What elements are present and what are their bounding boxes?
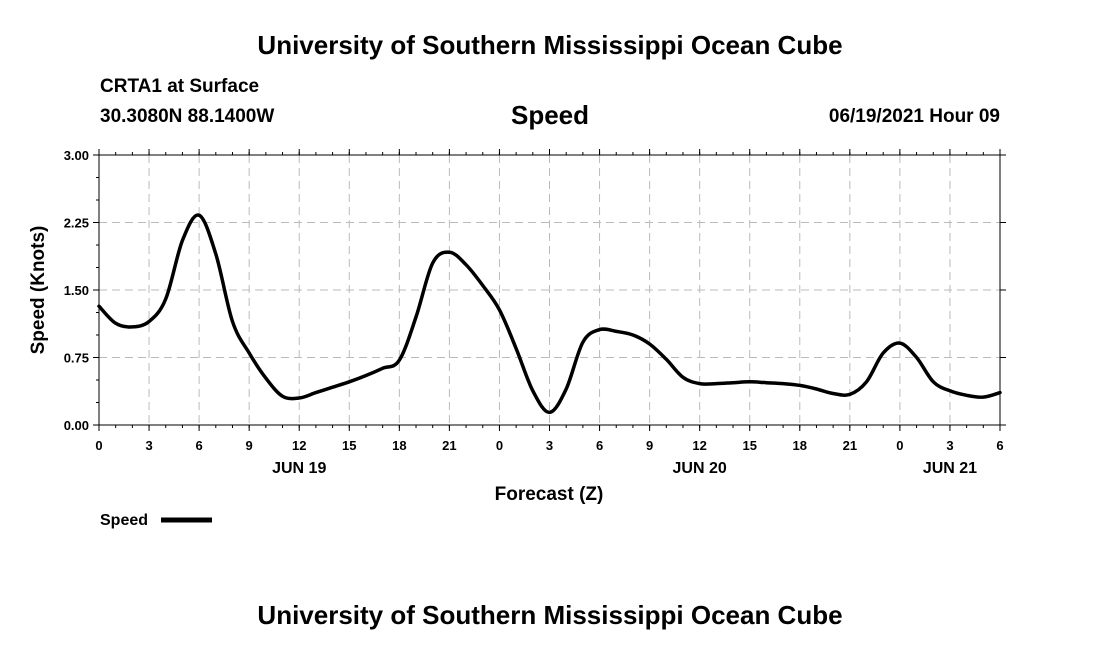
- y-tick-label: 3.00: [64, 148, 89, 163]
- x-tick-label: 6: [195, 438, 202, 453]
- legend-label: Speed: [100, 512, 148, 529]
- chart-ticks: 0.00 0.75 1.50 2.25 3.00 0 3 6 9 12 15 18 21 0 3 6 9 12 15…: [64, 148, 1006, 453]
- x-tick-label: 6: [996, 438, 1003, 453]
- y-axis-label: Speed (Knots): [28, 226, 49, 355]
- x-tick-label: 3: [145, 438, 152, 453]
- date-label: JUN 19: [272, 460, 326, 477]
- x-tick-label: 12: [292, 438, 306, 453]
- x-tick-label: 0: [896, 438, 903, 453]
- x-tick-label: 18: [793, 438, 807, 453]
- x-tick-label: 6: [596, 438, 603, 453]
- footer-title: University of Southern Mississippi Ocean…: [257, 600, 843, 630]
- x-tick-label: 21: [442, 438, 456, 453]
- plot-frame: [98, 154, 1001, 426]
- speed-series-line: [97, 213, 1002, 415]
- chart-grid: [99, 155, 1000, 425]
- x-tick-label: 0: [496, 438, 503, 453]
- y-tick-label: 0.75: [64, 351, 89, 366]
- x-tick-label: 15: [342, 438, 356, 453]
- y-tick-label: 2.25: [64, 216, 89, 231]
- y-tick-label: 0.00: [64, 418, 89, 433]
- x-tick-label: 9: [646, 438, 653, 453]
- x-tick-label: 18: [392, 438, 406, 453]
- x-tick-label: 0: [95, 438, 102, 453]
- date-labels: JUN 19 JUN 20 JUN 21: [272, 460, 977, 477]
- x-tick-label: 21: [843, 438, 857, 453]
- forecast-datetime: 06/19/2021 Hour 09: [828, 106, 1000, 127]
- x-tick-label: 9: [246, 438, 253, 453]
- date-label: JUN 21: [923, 460, 977, 477]
- x-axis-label: Forecast (Z): [495, 484, 604, 505]
- page-title: University of Southern Mississippi Ocean…: [257, 30, 843, 60]
- date-label: JUN 20: [673, 460, 727, 477]
- station-label: CRTA1 at Surface: [100, 76, 260, 97]
- legend: Speed: [100, 512, 212, 529]
- x-tick-label: 12: [692, 438, 706, 453]
- y-tick-label: 1.50: [64, 283, 89, 298]
- x-tick-label: 3: [946, 438, 953, 453]
- chart-title: Speed: [510, 100, 590, 130]
- x-tick-label: 15: [742, 438, 756, 453]
- x-tick-label: 3: [546, 438, 553, 453]
- station-coordinates: 30.3080N 88.1400W: [100, 106, 275, 127]
